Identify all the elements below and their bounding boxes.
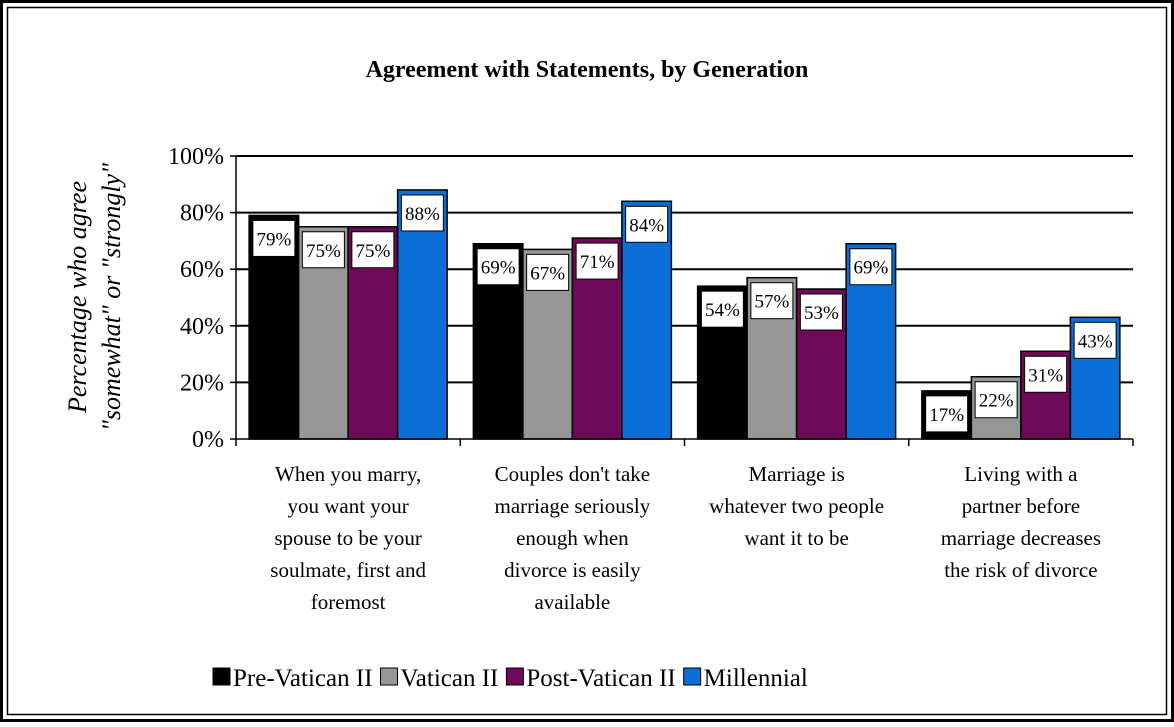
x-category-label: you want your (287, 494, 408, 518)
legend-swatch (380, 667, 399, 686)
legend-label: Vatican II (401, 665, 499, 692)
data-label-box (575, 242, 619, 280)
x-category-label: enough when (516, 526, 629, 550)
data-label-box (700, 290, 744, 328)
data-label: 69% (853, 258, 888, 279)
data-label-box (1024, 355, 1068, 393)
x-category-label: marriage decreases (941, 526, 1101, 550)
y-tick-label: 60% (180, 257, 224, 283)
data-label-box (974, 381, 1018, 419)
legend-swatch (212, 667, 231, 686)
x-category-label: marriage seriously (495, 494, 651, 518)
data-label: 17% (929, 405, 964, 426)
x-category-label: divorce is easily (504, 558, 641, 582)
data-label-box (400, 194, 444, 232)
data-label-box (750, 282, 794, 320)
inner-border (6, 6, 1168, 716)
x-category-label: Living with a (964, 462, 1078, 486)
y-tick-label: 40% (180, 314, 224, 340)
data-label: 53% (804, 303, 839, 324)
data-label: 84% (629, 215, 664, 236)
y-axis-label-line: "somewhat" or "strongly" (97, 163, 126, 431)
data-label-box (351, 231, 395, 269)
x-category-label: the risk of divorce (944, 558, 1097, 582)
data-label: 67% (530, 263, 565, 284)
bar (396, 189, 448, 440)
x-category-label: whatever two people (709, 494, 884, 518)
legend-label: Millennial (704, 665, 808, 692)
legend-label: Pre-Vatican II (233, 665, 373, 692)
x-category-label: partner before (962, 494, 1080, 518)
x-category-label: When you marry, (275, 462, 421, 486)
data-label: 22% (979, 391, 1014, 412)
data-label-box (849, 248, 893, 286)
x-category-label: available (534, 590, 610, 614)
data-label-box (925, 395, 969, 433)
y-tick-labels: 0% 20% 40% 60% 80% 100% (168, 144, 224, 453)
data-label-box (526, 253, 570, 291)
x-category-label: Couples don't take (495, 462, 650, 486)
legend-label: Post-Vatican II (526, 665, 675, 692)
data-label-box (625, 205, 669, 243)
data-label: 43% (1078, 331, 1113, 352)
data-label: 79% (256, 229, 291, 250)
y-axis-label-line: Percentage who agree (63, 181, 92, 414)
x-category-label: spouse to be your (274, 526, 422, 550)
y-axis-label: Percentage who agree "somewhat" or "stron… (63, 163, 126, 431)
data-label: 75% (306, 241, 341, 262)
data-label: 57% (754, 292, 789, 313)
y-tick-label: 100% (168, 144, 224, 170)
data-label-box (252, 219, 296, 257)
legend-swatch (683, 667, 702, 686)
data-label: 88% (405, 204, 440, 225)
axes (235, 156, 1134, 446)
data-label-box (301, 231, 345, 269)
chart-title: Agreement with Statements, by Generation (366, 57, 809, 83)
data-label: 69% (481, 258, 516, 279)
x-category-label: soulmate, first and (270, 558, 426, 582)
data-label: 75% (355, 241, 390, 262)
data-label-box (799, 293, 843, 331)
y-tick-label: 0% (192, 427, 224, 453)
data-label: 54% (705, 300, 740, 321)
x-category-label: Marriage is (749, 462, 845, 486)
bars: 79% 75% 75% 88% 69% 67% 71% 84% 54% 57% 53% 69% 17% 2… (248, 189, 1121, 440)
x-category-labels: When you marry, you want your spouse to be… (270, 462, 1101, 614)
data-label: 71% (580, 252, 615, 273)
x-category-label: foremost (311, 590, 386, 614)
x-category-label: want it to be (744, 526, 848, 550)
legend: Pre-Vatican II Vatican II Post-Vatican II M… (212, 665, 808, 692)
y-tick-label: 80% (180, 201, 224, 227)
y-tick-label: 20% (180, 370, 224, 396)
data-label: 31% (1028, 365, 1063, 386)
data-label-box (476, 248, 520, 286)
data-label-box (1073, 321, 1117, 359)
legend-swatch (505, 667, 524, 686)
